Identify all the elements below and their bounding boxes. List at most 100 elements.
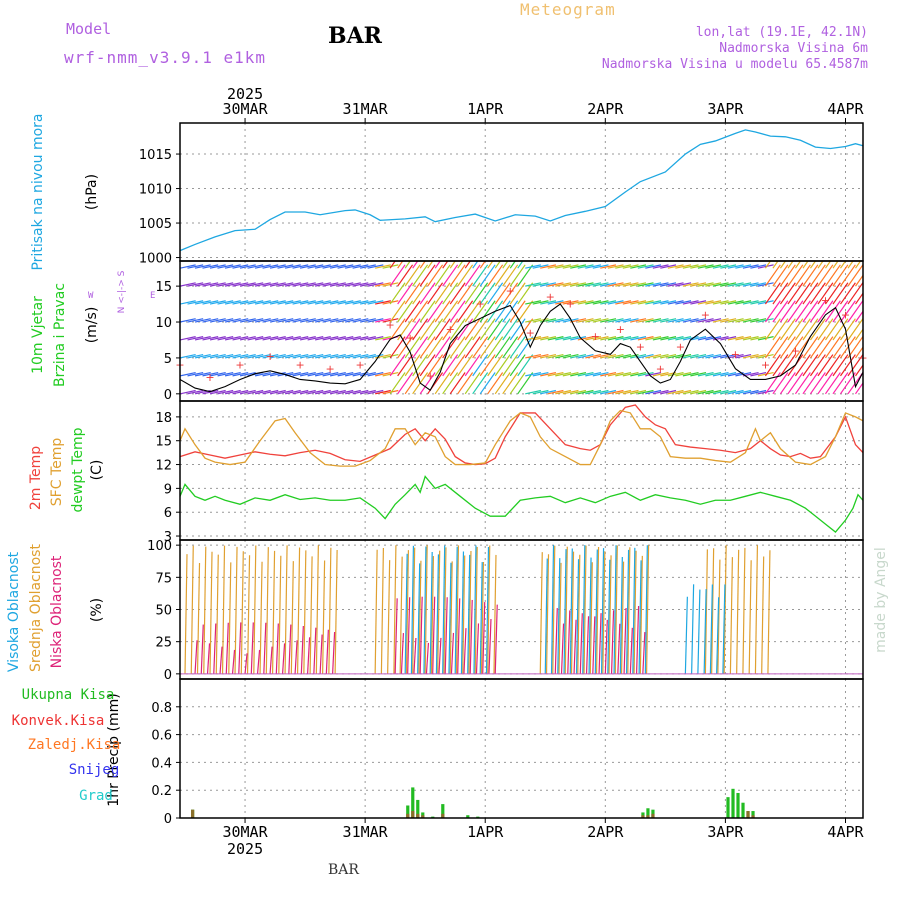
watermark: made by Angel — [873, 547, 889, 653]
wind-barb — [247, 336, 264, 341]
wind-barb — [705, 282, 722, 287]
panel-temperature: 3 6 9 12 15 18 — [155, 401, 863, 545]
wind-barb — [232, 264, 249, 269]
wind-barb — [247, 282, 264, 287]
wind-barb — [720, 389, 737, 395]
wind-barb — [847, 336, 863, 359]
wind-barb — [382, 354, 399, 359]
cloud-bar — [563, 549, 567, 674]
wind-barb — [585, 282, 602, 287]
wind-barb — [494, 282, 511, 305]
wind-barb — [472, 300, 489, 323]
wind-barb — [442, 372, 459, 395]
wind-barb — [712, 282, 729, 287]
wind-barb — [585, 389, 602, 395]
cloud-bar — [722, 584, 726, 674]
page-title: BAR — [328, 23, 382, 49]
wind-barb — [217, 300, 234, 305]
temp-line — [179, 409, 864, 467]
wind-barb — [360, 318, 376, 323]
wind-barb — [667, 354, 684, 359]
wind-barb — [809, 300, 826, 323]
cloud-bar — [754, 545, 759, 674]
wind-barb — [472, 354, 489, 377]
wind-barb — [404, 318, 421, 341]
wind-barb — [375, 300, 391, 305]
wind-barb — [757, 354, 774, 359]
wind-barb — [637, 354, 654, 359]
cloud-bar — [213, 623, 217, 674]
cloud-bar — [325, 629, 329, 674]
precip-conv-bar — [441, 813, 445, 818]
cloud-bar — [485, 547, 490, 674]
wind-barb — [314, 282, 331, 287]
cloud-bar — [473, 545, 477, 674]
wind-barb — [547, 371, 564, 377]
wind-barb — [307, 336, 324, 341]
wind-barb — [652, 371, 669, 377]
cloud-bar — [438, 637, 442, 674]
wind-barb — [637, 300, 654, 305]
wind-barb — [419, 261, 426, 269]
wind-barb — [772, 336, 789, 359]
wind-barb — [585, 354, 602, 359]
wind-barb — [292, 264, 309, 269]
wind-barb — [540, 264, 557, 269]
wind-barb — [397, 282, 414, 305]
wind-barb — [832, 354, 849, 377]
temp2m-label: 2m Temp — [28, 446, 44, 510]
wind-barb — [209, 389, 226, 395]
wind-barb — [187, 264, 204, 269]
cloud-bar — [400, 633, 405, 674]
wind-barb — [779, 300, 796, 323]
wind-barb — [367, 318, 384, 323]
wind-barb — [660, 282, 677, 287]
wind-barb — [322, 264, 339, 269]
wind-barb — [630, 318, 647, 323]
wind-barb — [562, 354, 579, 359]
wind-barb — [464, 336, 481, 359]
wind-barb — [607, 264, 624, 269]
wind-barb — [307, 389, 324, 395]
wind-barb — [525, 371, 542, 377]
wind-barb — [299, 336, 316, 341]
wind-barb — [277, 354, 294, 359]
wind-barb — [540, 336, 557, 341]
wind-barb — [690, 318, 707, 323]
wind-barb — [472, 372, 489, 395]
precip-conv-bar — [421, 815, 425, 818]
wind-barb — [457, 318, 474, 341]
cloud-bar — [244, 653, 248, 674]
wind-barb — [314, 264, 331, 269]
wind-barb — [457, 354, 474, 377]
wind-barb — [817, 336, 834, 359]
wind-barb — [262, 318, 279, 323]
cloud-bar — [219, 646, 223, 674]
wind-barb — [757, 300, 774, 305]
cloud-bar — [729, 557, 734, 674]
wind-barb — [239, 371, 256, 377]
wind-gust-mark: + — [356, 359, 365, 372]
wind-barb — [307, 371, 324, 377]
cloud-bar — [306, 637, 311, 674]
wind-barb — [742, 282, 759, 287]
cloud-bar — [608, 555, 612, 674]
cloud-bar — [493, 554, 497, 674]
wind-barb — [187, 336, 204, 341]
wind-barb — [615, 389, 632, 395]
wind-barb — [645, 371, 662, 377]
wind-barb — [269, 336, 286, 341]
wind-barb — [750, 282, 767, 287]
cloud-bar — [467, 554, 471, 674]
wind-barb — [547, 389, 564, 395]
y-tick-label: 0.6 — [151, 729, 172, 744]
wind-barb — [757, 264, 774, 269]
cloud-bar — [619, 556, 623, 674]
wind-barb — [464, 282, 481, 305]
wind-barb — [487, 282, 504, 305]
wind-barb — [457, 261, 464, 269]
wind-barb — [322, 354, 339, 359]
wind-barb — [667, 318, 684, 323]
wind-barb — [742, 318, 759, 323]
